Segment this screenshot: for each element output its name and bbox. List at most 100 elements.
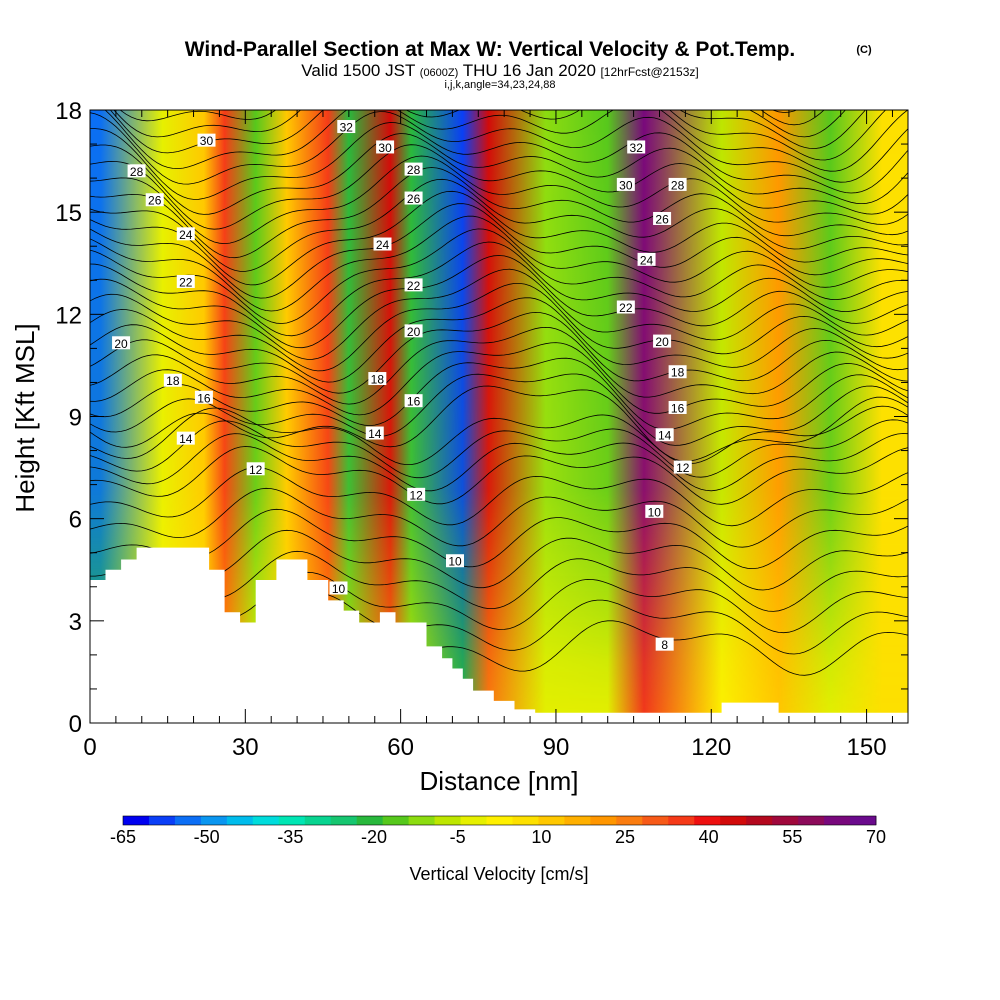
contour-label: 20 — [112, 336, 131, 351]
svg-text:16: 16 — [671, 401, 685, 415]
svg-text:10: 10 — [332, 582, 346, 596]
contour-label: 12 — [246, 462, 265, 477]
colorbar-swatch — [304, 816, 332, 825]
theta-contour-line — [90, 529, 908, 591]
theta-contour-line — [113, 110, 866, 150]
colorbar-label: Vertical Velocity [cm/s] — [409, 864, 588, 884]
colorbar-swatch — [746, 816, 773, 825]
colorbar-swatch — [356, 816, 384, 825]
theta-contour-line — [90, 385, 908, 462]
svg-text:28: 28 — [671, 178, 685, 192]
contour-label: 14 — [176, 431, 195, 446]
contour-label: 16 — [194, 390, 213, 405]
svg-text:14: 14 — [658, 429, 672, 443]
x-axis-label: Distance [nm] — [420, 766, 579, 796]
theta-contour-line — [90, 373, 908, 446]
svg-text:26: 26 — [407, 192, 421, 206]
svg-text:20: 20 — [655, 335, 669, 349]
theta-contour-line — [90, 111, 908, 185]
contour-label: 32 — [627, 140, 646, 155]
colorbar-swatch — [798, 816, 825, 825]
colorbar-tick-label: 25 — [615, 827, 635, 847]
theta-contour-line — [90, 466, 908, 527]
contour-label: 18 — [368, 372, 387, 387]
contour-label: 12 — [407, 487, 426, 502]
colorbar-swatch — [278, 816, 306, 825]
subtitle-utc-time: (0600Z) — [420, 67, 459, 79]
colorbar-swatch — [824, 816, 851, 825]
contour-label: 24 — [637, 252, 656, 267]
contour-label: 26 — [145, 193, 164, 208]
contour-label: 18 — [668, 365, 687, 380]
title-mark: (C) — [856, 44, 872, 56]
colorbar-tick-label: 40 — [699, 827, 719, 847]
theta-contour-line — [90, 550, 908, 612]
svg-text:26: 26 — [655, 212, 669, 226]
theta-contour-line — [90, 0, 908, 2]
colorbar-tick-label: -65 — [110, 827, 136, 847]
theta-contour-line — [90, 241, 908, 337]
x-tick-label: 60 — [387, 734, 414, 761]
colorbar-tick-label: -35 — [277, 827, 303, 847]
colorbar-swatch — [123, 816, 150, 825]
svg-text:30: 30 — [378, 141, 392, 155]
svg-text:14: 14 — [368, 427, 382, 441]
svg-text:22: 22 — [407, 279, 421, 293]
contour-label: 16 — [668, 400, 687, 415]
colorbar-swatch — [590, 816, 617, 825]
svg-text:18: 18 — [671, 366, 685, 380]
contour-label: 28 — [127, 164, 146, 179]
colorbar-swatch — [512, 816, 539, 825]
contour-label: 30 — [616, 177, 635, 192]
contour-label: 16 — [404, 394, 423, 409]
x-tick-label: 150 — [847, 734, 887, 761]
theta-contour-line — [90, 255, 908, 349]
theta-contour-line — [90, 433, 908, 492]
y-tick-label: 12 — [55, 302, 82, 329]
theta-contours — [90, 0, 908, 676]
colorbar — [122, 815, 877, 826]
theta-contour-line — [90, 133, 908, 215]
axis-ticks — [89, 109, 908, 724]
theta-contour-line — [90, 283, 908, 372]
theta-contour-line — [90, 190, 908, 286]
theta-contour-line — [90, 228, 908, 324]
svg-text:12: 12 — [249, 463, 263, 477]
theta-contour-line — [760, 110, 825, 126]
svg-text:30: 30 — [200, 134, 214, 148]
y-tick-label: 3 — [69, 609, 82, 636]
contour-label: 20 — [404, 324, 423, 339]
svg-text:16: 16 — [407, 395, 421, 409]
colorbar-swatch — [720, 816, 747, 825]
colorbar-swatch — [174, 816, 202, 825]
colorbar-swatch — [642, 816, 669, 825]
theta-contour-line — [90, 487, 908, 548]
contour-label: 22 — [404, 278, 423, 293]
colorbar-swatch — [668, 816, 695, 825]
svg-text:18: 18 — [166, 374, 180, 388]
svg-text:20: 20 — [407, 325, 421, 339]
x-tick-labels: 0 30 60 90 120 150 — [83, 734, 886, 761]
theta-contour-line — [109, 110, 887, 161]
colorbar-swatch — [226, 816, 254, 825]
colorbar-swatch — [564, 816, 591, 825]
theta-contour-labels: 32 30 30 32 28 28 30 28 26 26 24 26 24 24 22 22 22 20 20 20… — [112, 120, 692, 652]
svg-text:32: 32 — [630, 141, 644, 155]
svg-text:26: 26 — [148, 194, 162, 208]
colorbar-swatch — [330, 816, 358, 825]
x-tick-label: 120 — [691, 734, 731, 761]
plot-area: 32 30 30 32 28 28 30 28 26 26 24 26 24 24 22 22 22 20 20 20… — [90, 0, 908, 723]
colorbar-tick-label: 55 — [782, 827, 802, 847]
contour-label: 18 — [163, 373, 182, 388]
contour-label: 14 — [655, 428, 674, 443]
contour-label: 10 — [445, 554, 464, 569]
contour-label: 10 — [645, 504, 664, 519]
contour-label: 22 — [616, 300, 635, 315]
svg-text:28: 28 — [130, 165, 144, 179]
y-tick-label: 0 — [69, 711, 82, 738]
contour-label: 28 — [668, 177, 687, 192]
contour-label: 28 — [404, 162, 423, 177]
svg-text:24: 24 — [640, 253, 654, 267]
theta-contour-line — [90, 167, 908, 259]
